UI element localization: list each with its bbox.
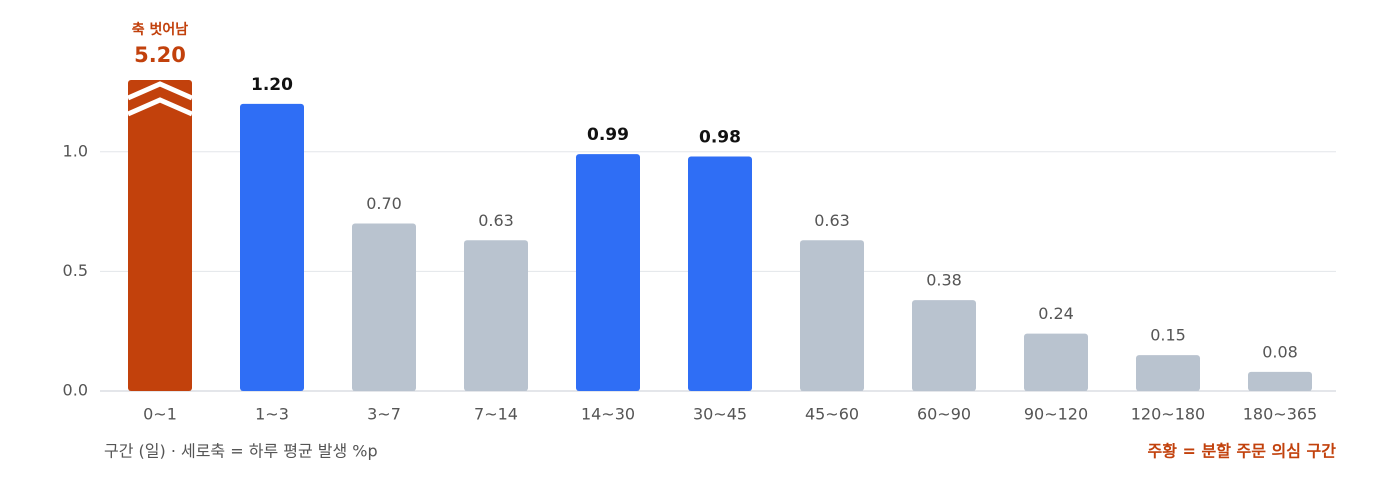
value-label: 0.38 <box>926 271 962 290</box>
bar <box>1024 333 1088 391</box>
bar <box>800 240 864 391</box>
value-label: 0.08 <box>1262 342 1298 361</box>
x-tick-label: 120~180 <box>1131 405 1205 424</box>
y-tick-label: 0.5 <box>63 261 88 280</box>
x-tick-label: 3~7 <box>367 405 401 424</box>
value-label: 0.63 <box>478 211 514 230</box>
bar <box>912 300 976 391</box>
axis-break <box>126 81 194 101</box>
x-tick-label: 14~30 <box>581 405 635 424</box>
overflow-annotation: 축 벗어남 <box>132 21 189 38</box>
bar <box>240 103 304 391</box>
value-label: 0.99 <box>587 125 629 145</box>
value-label: 0.98 <box>699 128 741 148</box>
x-tick-label: 7~14 <box>474 405 518 424</box>
x-tick-label: 45~60 <box>805 405 859 424</box>
bar <box>352 223 416 391</box>
value-label: 0.70 <box>366 194 402 213</box>
bar <box>576 154 640 391</box>
y-tick-label: 1.0 <box>63 141 88 160</box>
x-tick-label: 30~45 <box>693 405 747 424</box>
legend-note: 주황 = 분할 주문 의심 구간 <box>1148 442 1337 461</box>
value-label: 5.20 <box>134 43 186 67</box>
bar <box>1248 371 1312 391</box>
x-tick-label: 1~3 <box>255 405 289 424</box>
x-tick-label: 0~1 <box>143 405 177 424</box>
x-note: 구간 (일) · 세로축 = 하루 평균 발생 %p <box>104 442 378 461</box>
bar <box>688 156 752 391</box>
value-label: 0.24 <box>1038 304 1074 323</box>
value-label: 0.15 <box>1150 326 1186 345</box>
x-tick-label: 60~90 <box>917 405 971 424</box>
x-tick-label: 90~120 <box>1024 405 1088 424</box>
bar <box>1136 355 1200 391</box>
bar <box>128 80 192 391</box>
value-label: 0.63 <box>814 211 850 230</box>
value-label: 1.20 <box>251 75 293 95</box>
axis-break <box>126 97 194 117</box>
bar <box>464 240 528 391</box>
y-tick-label: 0.0 <box>63 381 88 400</box>
x-tick-label: 180~365 <box>1243 405 1317 424</box>
